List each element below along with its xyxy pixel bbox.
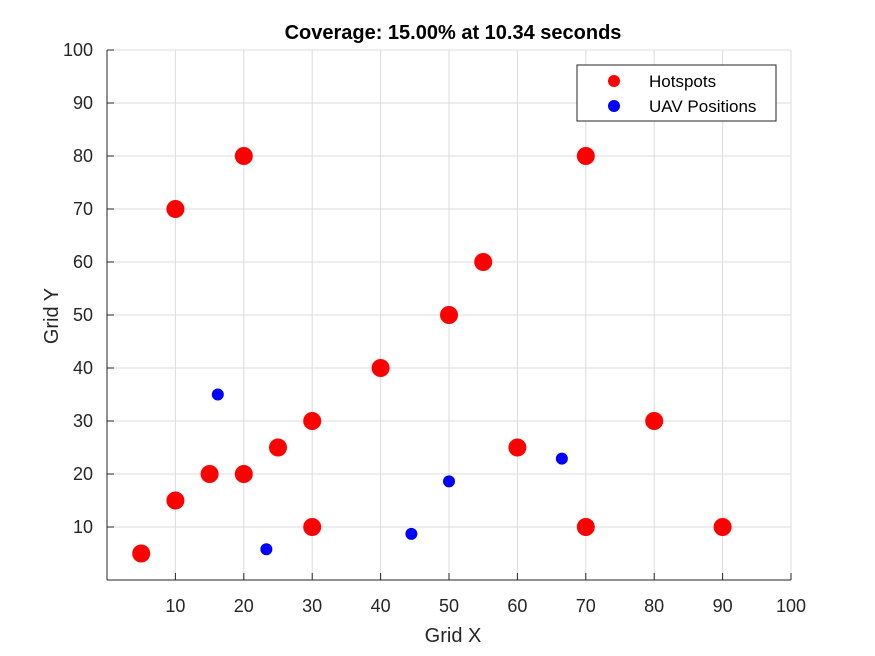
y-tick-label: 60 — [73, 252, 93, 272]
uav-positions-point — [443, 475, 455, 488]
x-tick-label: 90 — [713, 596, 733, 616]
hotspots-point — [303, 412, 322, 430]
hotspots-point — [166, 200, 185, 218]
hotspots-point — [269, 438, 287, 457]
x-tick-label: 20 — [234, 596, 254, 616]
y-tick-label: 20 — [73, 464, 93, 484]
y-tick-label: 80 — [73, 146, 93, 166]
legend-marker-hotspots — [608, 75, 620, 87]
x-tick-label: 50 — [439, 596, 459, 616]
uav-positions-point — [260, 543, 273, 556]
legend-label-uav-positions: UAV Positions — [649, 97, 756, 116]
x-tick-label: 10 — [165, 596, 185, 616]
hotspots-point — [508, 438, 527, 457]
hotspots-point — [576, 518, 595, 536]
x-tick-label: 40 — [371, 596, 391, 616]
uav-positions-point — [405, 527, 418, 540]
legend-label-hotspots: Hotspots — [649, 72, 716, 91]
data-points — [132, 147, 732, 563]
y-tick-label: 70 — [73, 199, 93, 219]
hotspots-point — [371, 359, 390, 377]
hotspots-point — [576, 147, 595, 165]
uav-positions-point — [211, 388, 224, 401]
legend-box — [576, 64, 777, 122]
hotspots-point — [713, 518, 732, 536]
hotspots-point — [166, 491, 185, 510]
uav-positions-point — [555, 452, 568, 465]
hotspots-point — [234, 147, 253, 165]
y-tick-label: 100 — [63, 40, 93, 60]
y-axis-label: Grid Y — [41, 288, 63, 344]
y-tick-label: 90 — [73, 93, 93, 113]
hotspots-point — [200, 465, 219, 483]
x-axis-label: Grid X — [425, 625, 482, 647]
x-tick-label: 60 — [507, 596, 527, 616]
hotspots-point — [440, 306, 458, 324]
legend: Hotspots UAV Positions — [576, 64, 777, 122]
x-tick-label: 70 — [576, 596, 596, 616]
y-tick-label: 50 — [73, 305, 93, 325]
tick-labels: 10 20 30 40 50 60 70 80 90 100 10 20 30 40 50 60 70 80 90 1… — [63, 40, 806, 616]
hotspots-point — [645, 412, 664, 430]
grid-lines — [107, 49, 792, 580]
x-tick-label: 80 — [644, 596, 664, 616]
x-tick-label: 30 — [302, 596, 322, 616]
chart-title: Coverage: 15.00% at 10.34 seconds — [285, 22, 622, 44]
hotspots-point — [474, 253, 493, 271]
y-tick-label: 10 — [73, 517, 93, 537]
y-tick-label: 30 — [73, 411, 93, 431]
y-tick-label: 40 — [73, 358, 93, 378]
legend-marker-uav-positions — [608, 100, 620, 112]
hotspots-point — [303, 518, 322, 536]
axes — [106, 49, 792, 581]
x-tick-label: 100 — [776, 596, 806, 616]
hotspots-point — [234, 465, 253, 483]
hotspots-point — [132, 544, 151, 563]
